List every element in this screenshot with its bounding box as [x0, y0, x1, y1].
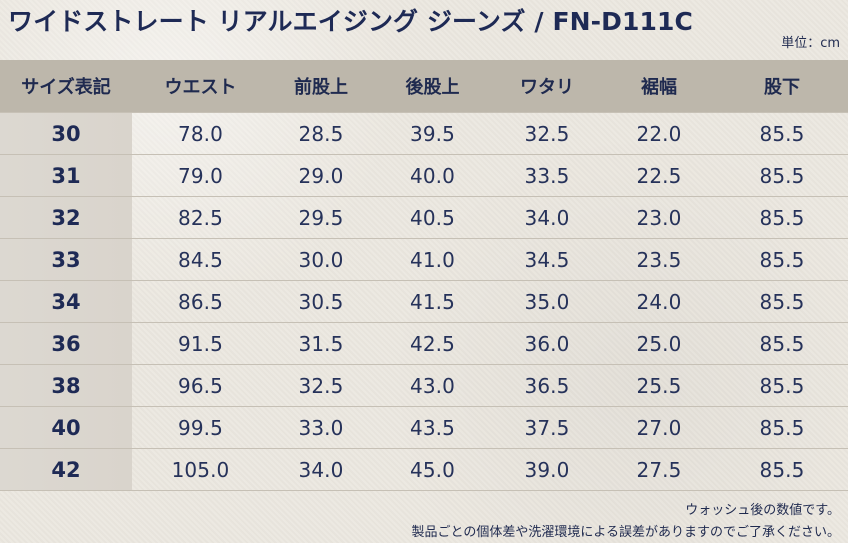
header-hem-label: 裾幅	[602, 60, 716, 113]
size-cell: 34	[0, 280, 132, 323]
hem-value: 25.5	[602, 364, 716, 407]
front-rise-value: 34.0	[269, 448, 373, 491]
front-rise-value: 29.5	[269, 196, 373, 239]
header-row: サイズ表記 ウエスト 前股上 後股上 ワタリ 裾幅 股下	[0, 60, 848, 113]
hem-value: 27.0	[602, 406, 716, 449]
front-rise-value: 29.0	[269, 154, 373, 197]
waist-value: 99.5	[132, 406, 269, 449]
inseam-value: 85.5	[716, 196, 848, 239]
size-cell: 42	[0, 448, 132, 491]
waist-value: 78.0	[132, 112, 269, 155]
thigh-value: 35.0	[492, 280, 602, 323]
header-waist-label: ウエスト	[132, 60, 269, 113]
header-size-label: サイズ表記	[0, 60, 132, 113]
wash-note: ウォッシュ後の数値です。	[685, 503, 840, 518]
back-rise-value: 40.0	[373, 154, 492, 197]
size-cell: 36	[0, 322, 132, 365]
back-rise-value: 42.5	[373, 322, 492, 365]
size-cell: 31	[0, 154, 132, 197]
table-row: 42 105.0 34.0 45.0 39.0 27.5 85.5	[0, 448, 848, 491]
header-front-rise-label: 前股上	[269, 60, 373, 113]
waist-value: 79.0	[132, 154, 269, 197]
hem-value: 22.5	[602, 154, 716, 197]
hem-value: 24.0	[602, 280, 716, 323]
page-title: ワイドストレート リアルエイジング ジーンズ / FN-D111C	[8, 7, 693, 36]
hem-value: 27.5	[602, 448, 716, 491]
variance-note: 製品ごとの個体差や洗濯環境による誤差がありますのでご了承ください。	[411, 525, 840, 540]
thigh-value: 33.5	[492, 154, 602, 197]
thigh-value: 39.0	[492, 448, 602, 491]
waist-value: 86.5	[132, 280, 269, 323]
thigh-value: 36.0	[492, 322, 602, 365]
front-rise-value: 30.0	[269, 238, 373, 281]
waist-value: 96.5	[132, 364, 269, 407]
table-row: 30 78.0 28.5 39.5 32.5 22.0 85.5	[0, 112, 848, 155]
hem-value: 22.0	[602, 112, 716, 155]
waist-value: 84.5	[132, 238, 269, 281]
back-rise-value: 39.5	[373, 112, 492, 155]
inseam-value: 85.5	[716, 364, 848, 407]
thigh-value: 34.5	[492, 238, 602, 281]
unit-label: 単位：cm	[781, 36, 840, 51]
size-cell: 30	[0, 112, 132, 155]
hem-value: 25.0	[602, 322, 716, 365]
waist-value: 105.0	[132, 448, 269, 491]
size-cell: 33	[0, 238, 132, 281]
table-row: 36 91.5 31.5 42.5 36.0 25.0 85.5	[0, 322, 848, 365]
table-row: 34 86.5 30.5 41.5 35.0 24.0 85.5	[0, 280, 848, 323]
hem-value: 23.0	[602, 196, 716, 239]
size-chart-table: サイズ表記 ウエスト 前股上 後股上 ワタリ 裾幅 股下 30 78.0 28.…	[0, 60, 848, 491]
header-inseam-label: 股下	[716, 60, 848, 113]
table-header: サイズ表記 ウエスト 前股上 後股上 ワタリ 裾幅 股下	[0, 60, 848, 113]
table-body: 30 78.0 28.5 39.5 32.5 22.0 85.5 31 79.0…	[0, 112, 848, 491]
back-rise-value: 43.0	[373, 364, 492, 407]
front-rise-value: 32.5	[269, 364, 373, 407]
table-row: 32 82.5 29.5 40.5 34.0 23.0 85.5	[0, 196, 848, 239]
thigh-value: 37.5	[492, 406, 602, 449]
thigh-value: 34.0	[492, 196, 602, 239]
back-rise-value: 40.5	[373, 196, 492, 239]
inseam-value: 85.5	[716, 322, 848, 365]
size-cell: 38	[0, 364, 132, 407]
front-rise-value: 28.5	[269, 112, 373, 155]
inseam-value: 85.5	[716, 112, 848, 155]
size-cell: 32	[0, 196, 132, 239]
thigh-value: 36.5	[492, 364, 602, 407]
front-rise-value: 33.0	[269, 406, 373, 449]
table-row: 33 84.5 30.0 41.0 34.5 23.5 85.5	[0, 238, 848, 281]
back-rise-value: 45.0	[373, 448, 492, 491]
table-row: 38 96.5 32.5 43.0 36.5 25.5 85.5	[0, 364, 848, 407]
table-row: 31 79.0 29.0 40.0 33.5 22.5 85.5	[0, 154, 848, 197]
back-rise-value: 41.0	[373, 238, 492, 281]
inseam-value: 85.5	[716, 448, 848, 491]
inseam-value: 85.5	[716, 280, 848, 323]
header-thigh-label: ワタリ	[492, 60, 602, 113]
header-back-rise-label: 後股上	[373, 60, 492, 113]
inseam-value: 85.5	[716, 406, 848, 449]
front-rise-value: 31.5	[269, 322, 373, 365]
back-rise-value: 41.5	[373, 280, 492, 323]
hem-value: 23.5	[602, 238, 716, 281]
inseam-value: 85.5	[716, 154, 848, 197]
thigh-value: 32.5	[492, 112, 602, 155]
waist-value: 82.5	[132, 196, 269, 239]
size-chart-table-wrapper: サイズ表記 ウエスト 前股上 後股上 ワタリ 裾幅 股下 30 78.0 28.…	[0, 60, 848, 491]
waist-value: 91.5	[132, 322, 269, 365]
front-rise-value: 30.5	[269, 280, 373, 323]
size-cell: 40	[0, 406, 132, 449]
table-row: 40 99.5 33.0 43.5 37.5 27.0 85.5	[0, 406, 848, 449]
back-rise-value: 43.5	[373, 406, 492, 449]
inseam-value: 85.5	[716, 238, 848, 281]
